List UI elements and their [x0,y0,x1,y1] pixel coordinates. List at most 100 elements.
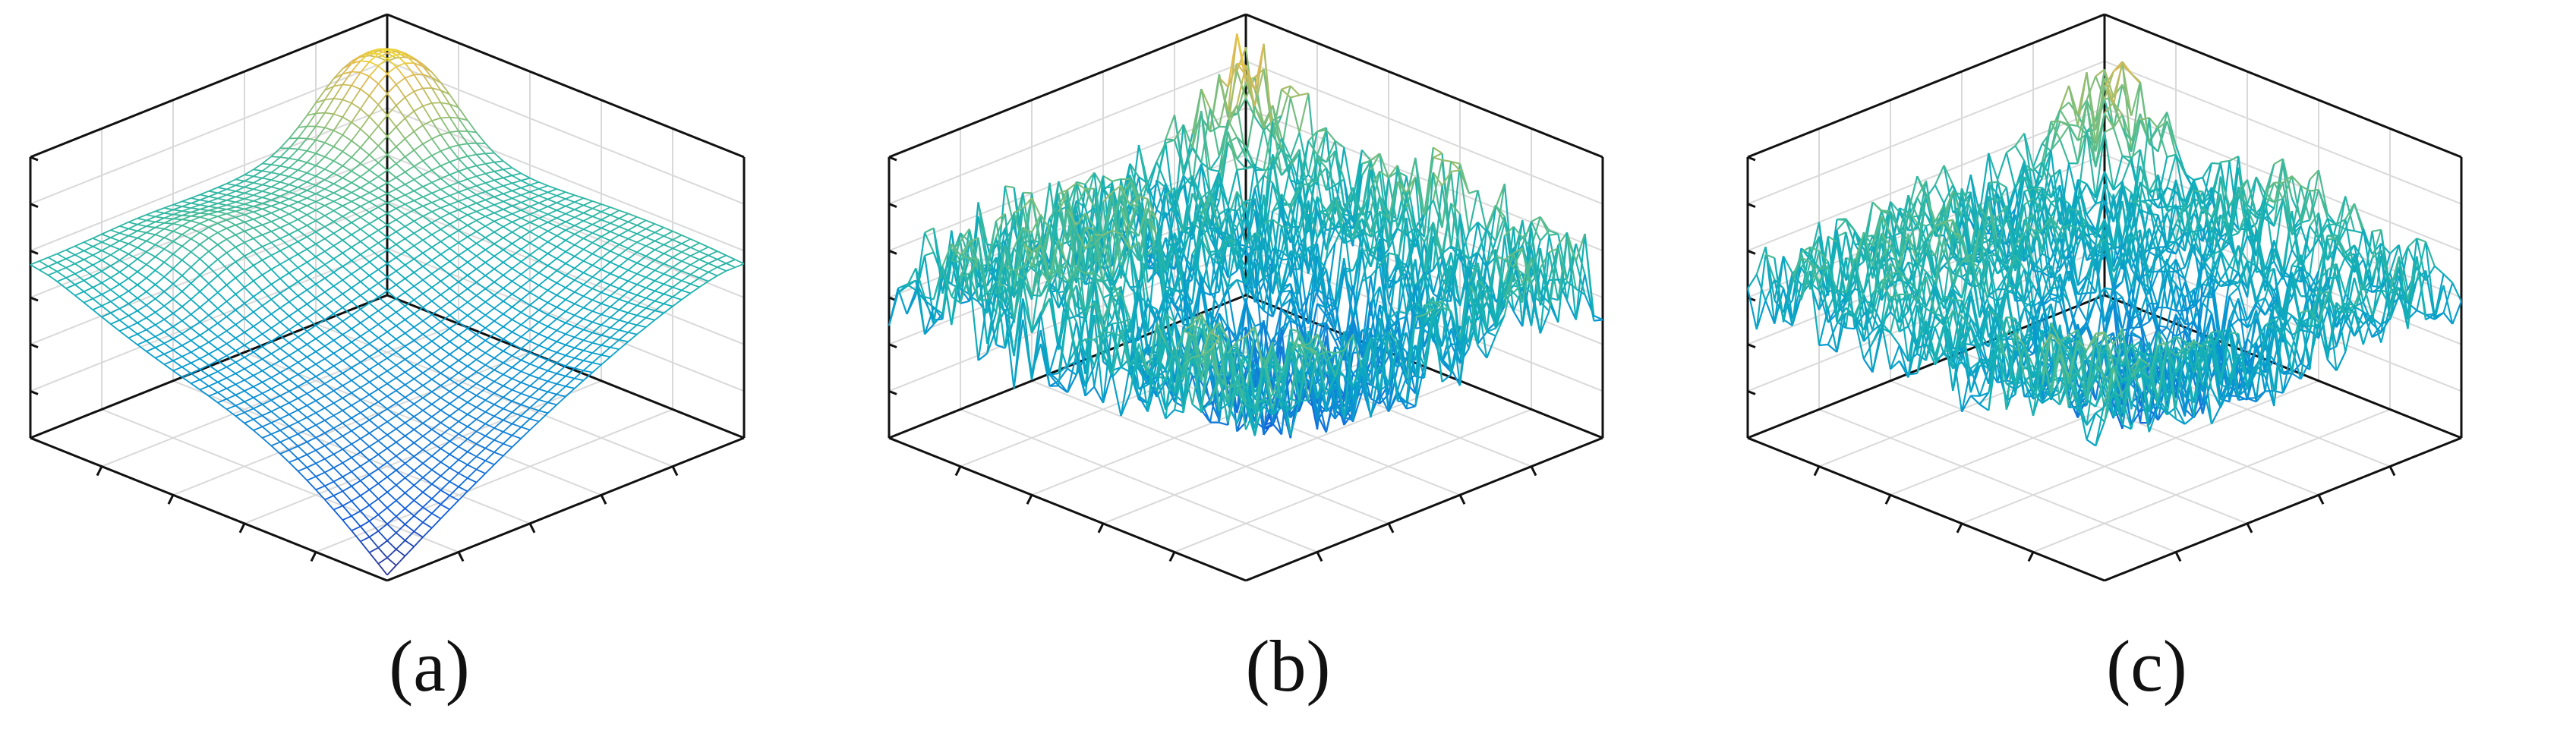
mesh-line [119,235,129,242]
mesh-line [226,216,236,221]
mesh-line [279,188,290,193]
mesh-line [288,458,298,464]
mesh-line [1361,206,1372,238]
mesh-line [1370,244,1381,316]
mesh-line [556,257,566,264]
mesh-line [172,283,183,292]
mesh-line [449,229,459,237]
mesh-line [92,260,102,266]
mesh-line [511,415,522,425]
mesh-line [422,138,433,145]
mesh-line [431,435,442,443]
mesh-line [253,190,263,197]
mesh-line [413,74,424,89]
mesh-line [484,288,495,296]
mesh-line [413,397,424,405]
mesh-line [538,222,548,228]
mesh-line [253,250,263,261]
mesh-line [298,454,307,460]
mesh-line [404,449,415,458]
mesh-line [39,269,49,276]
mesh-line [288,194,298,200]
mesh-surface [888,33,1603,439]
mesh-line [217,388,227,393]
mesh-line [333,334,343,342]
mesh-line [547,351,557,361]
mesh-line [315,485,326,491]
mesh-line [1236,65,1247,105]
mesh-line [146,216,156,222]
mesh-line [396,278,406,285]
mesh-line [1405,176,1417,194]
mesh-line [137,271,147,279]
mesh-line [92,294,102,300]
mesh-line [208,375,219,383]
mesh-line [306,125,317,140]
mesh-line [351,71,361,87]
mesh-line [396,177,406,185]
mesh-line [225,238,236,248]
mesh-line [1477,222,1488,269]
mesh-line [270,307,281,315]
mesh-line [396,515,406,525]
mesh-line [1030,214,1042,257]
mesh-line [529,242,540,249]
mesh-line [377,169,388,178]
mesh-line [422,429,433,437]
mesh-line [306,172,317,177]
mesh-line [556,386,566,395]
mesh-line [360,322,370,331]
mesh-line [377,557,388,565]
mesh-line [422,174,433,184]
mesh-line [199,219,210,225]
mesh-line [369,48,379,55]
mesh-line [315,370,326,377]
mesh-line [396,56,405,59]
mesh-line [146,219,156,223]
mesh-line [1219,77,1229,88]
mesh-line [484,447,495,453]
mesh-line [636,276,647,285]
mesh-line [271,164,281,167]
mesh-line [458,486,468,493]
mesh-line [458,206,468,211]
mesh-line [529,272,540,281]
mesh-line [235,210,245,216]
mesh-line [547,184,557,190]
mesh-line [225,252,236,263]
mesh-line [137,219,147,225]
mesh-line [449,420,459,430]
x-axis-tick [96,465,103,477]
mesh-line [663,283,673,288]
mesh-line [503,408,512,414]
mesh-line [458,197,468,202]
mesh-line [306,297,317,305]
mesh-line [503,378,513,387]
mesh-line [405,200,415,206]
mesh-line [529,385,540,390]
mesh-line [191,215,200,218]
mesh-line [1468,222,1479,233]
mesh-line [591,364,602,373]
mesh-line [288,386,298,392]
mesh-line [1253,43,1265,90]
mesh-line [377,255,388,264]
mesh-line [449,191,459,197]
mesh-line [538,377,548,383]
mesh-line [476,395,486,401]
mesh-line [654,293,664,302]
mesh-line [270,292,281,301]
mesh-line [163,353,174,361]
mesh-line [1307,131,1318,142]
mesh-line [413,455,424,464]
mesh-line [698,263,709,269]
mesh-line [377,389,388,397]
mesh-line [279,367,290,373]
mesh-line [636,304,647,309]
mesh-line [538,265,549,274]
mesh-line [368,433,379,442]
mesh-line [396,270,406,279]
mesh-line [1325,197,1336,224]
mesh-line [146,340,156,348]
mesh-line [556,235,566,241]
